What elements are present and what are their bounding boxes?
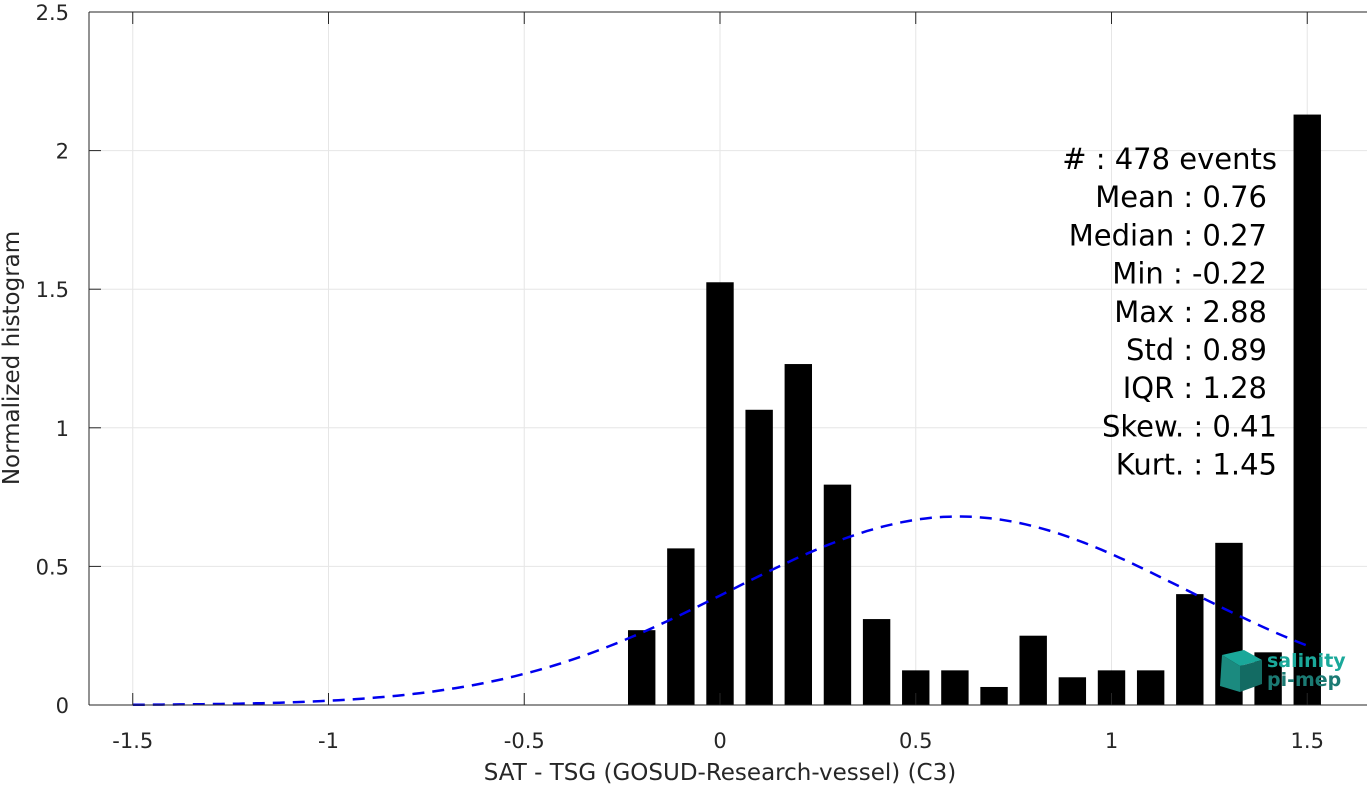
stats-line: Min : -0.22 [1112,257,1267,291]
x-tick-label: 1.5 [1291,729,1324,753]
logo-line2: pi-mep [1267,669,1341,691]
x-tick-label: -1.5 [112,729,153,753]
x-tick-label: -1 [318,729,339,753]
histogram-bar [1058,677,1087,705]
stats-line: IQR : 1.28 [1123,371,1267,405]
y-axis-title: Normalized histogram [0,231,25,485]
x-tick-label: 1 [1105,729,1118,753]
y-tick-label: 1 [56,417,69,441]
stats-line: Max : 2.88 [1114,295,1267,329]
stats-line: Std : 0.89 [1126,333,1267,367]
histogram-bar [784,364,813,705]
histogram-bar [823,484,852,705]
y-tick-label: 0 [56,694,69,718]
stats-line: Mean : 0.76 [1095,180,1267,214]
stats-line: Skew. : 0.41 [1102,409,1277,443]
histogram-bar [667,548,695,705]
histogram-bar [1176,594,1204,705]
histogram-bar [1136,670,1165,705]
stats-line: # : 478 events [1062,142,1277,176]
stats-line: Kurt. : 1.45 [1116,448,1277,482]
stats-box: # : 478 events Mean : 0.76 Median : 0.27 Mi… [1062,142,1277,482]
histogram-bar [1293,114,1321,705]
histogram-bar [745,409,773,705]
x-axis-title: SAT - TSG (GOSUD-Research-vessel) (C3) [484,760,956,785]
axis-ticks: -1.5 -1 -0.5 0 0.5 1 1.5 0 0.5 1 1.5 2 2.5 [36,1,1324,753]
histogram-bar [862,619,891,705]
stats-line: Median : 0.27 [1069,218,1267,252]
x-tick-label: 0.5 [899,729,932,753]
histogram-bar [706,282,734,705]
y-tick-label: 0.5 [36,555,69,579]
histogram-bar [1019,635,1047,705]
histogram-bar [627,630,656,705]
histogram-bar [941,670,969,705]
logo-line1: salinity [1267,650,1346,672]
histogram-bar [980,686,1008,705]
axes [88,11,1367,706]
salinity-pimep-logo: salinity pi-mep [1220,650,1346,692]
normal-fit-curve [132,515,1308,706]
x-tick-label: 0 [713,729,726,753]
y-tick-label: 2 [56,140,69,164]
y-tick-label: 2.5 [36,1,69,25]
x-tick-label: -0.5 [504,729,545,753]
logo-cube-icon [1220,650,1262,692]
y-tick-label: 1.5 [36,278,69,302]
